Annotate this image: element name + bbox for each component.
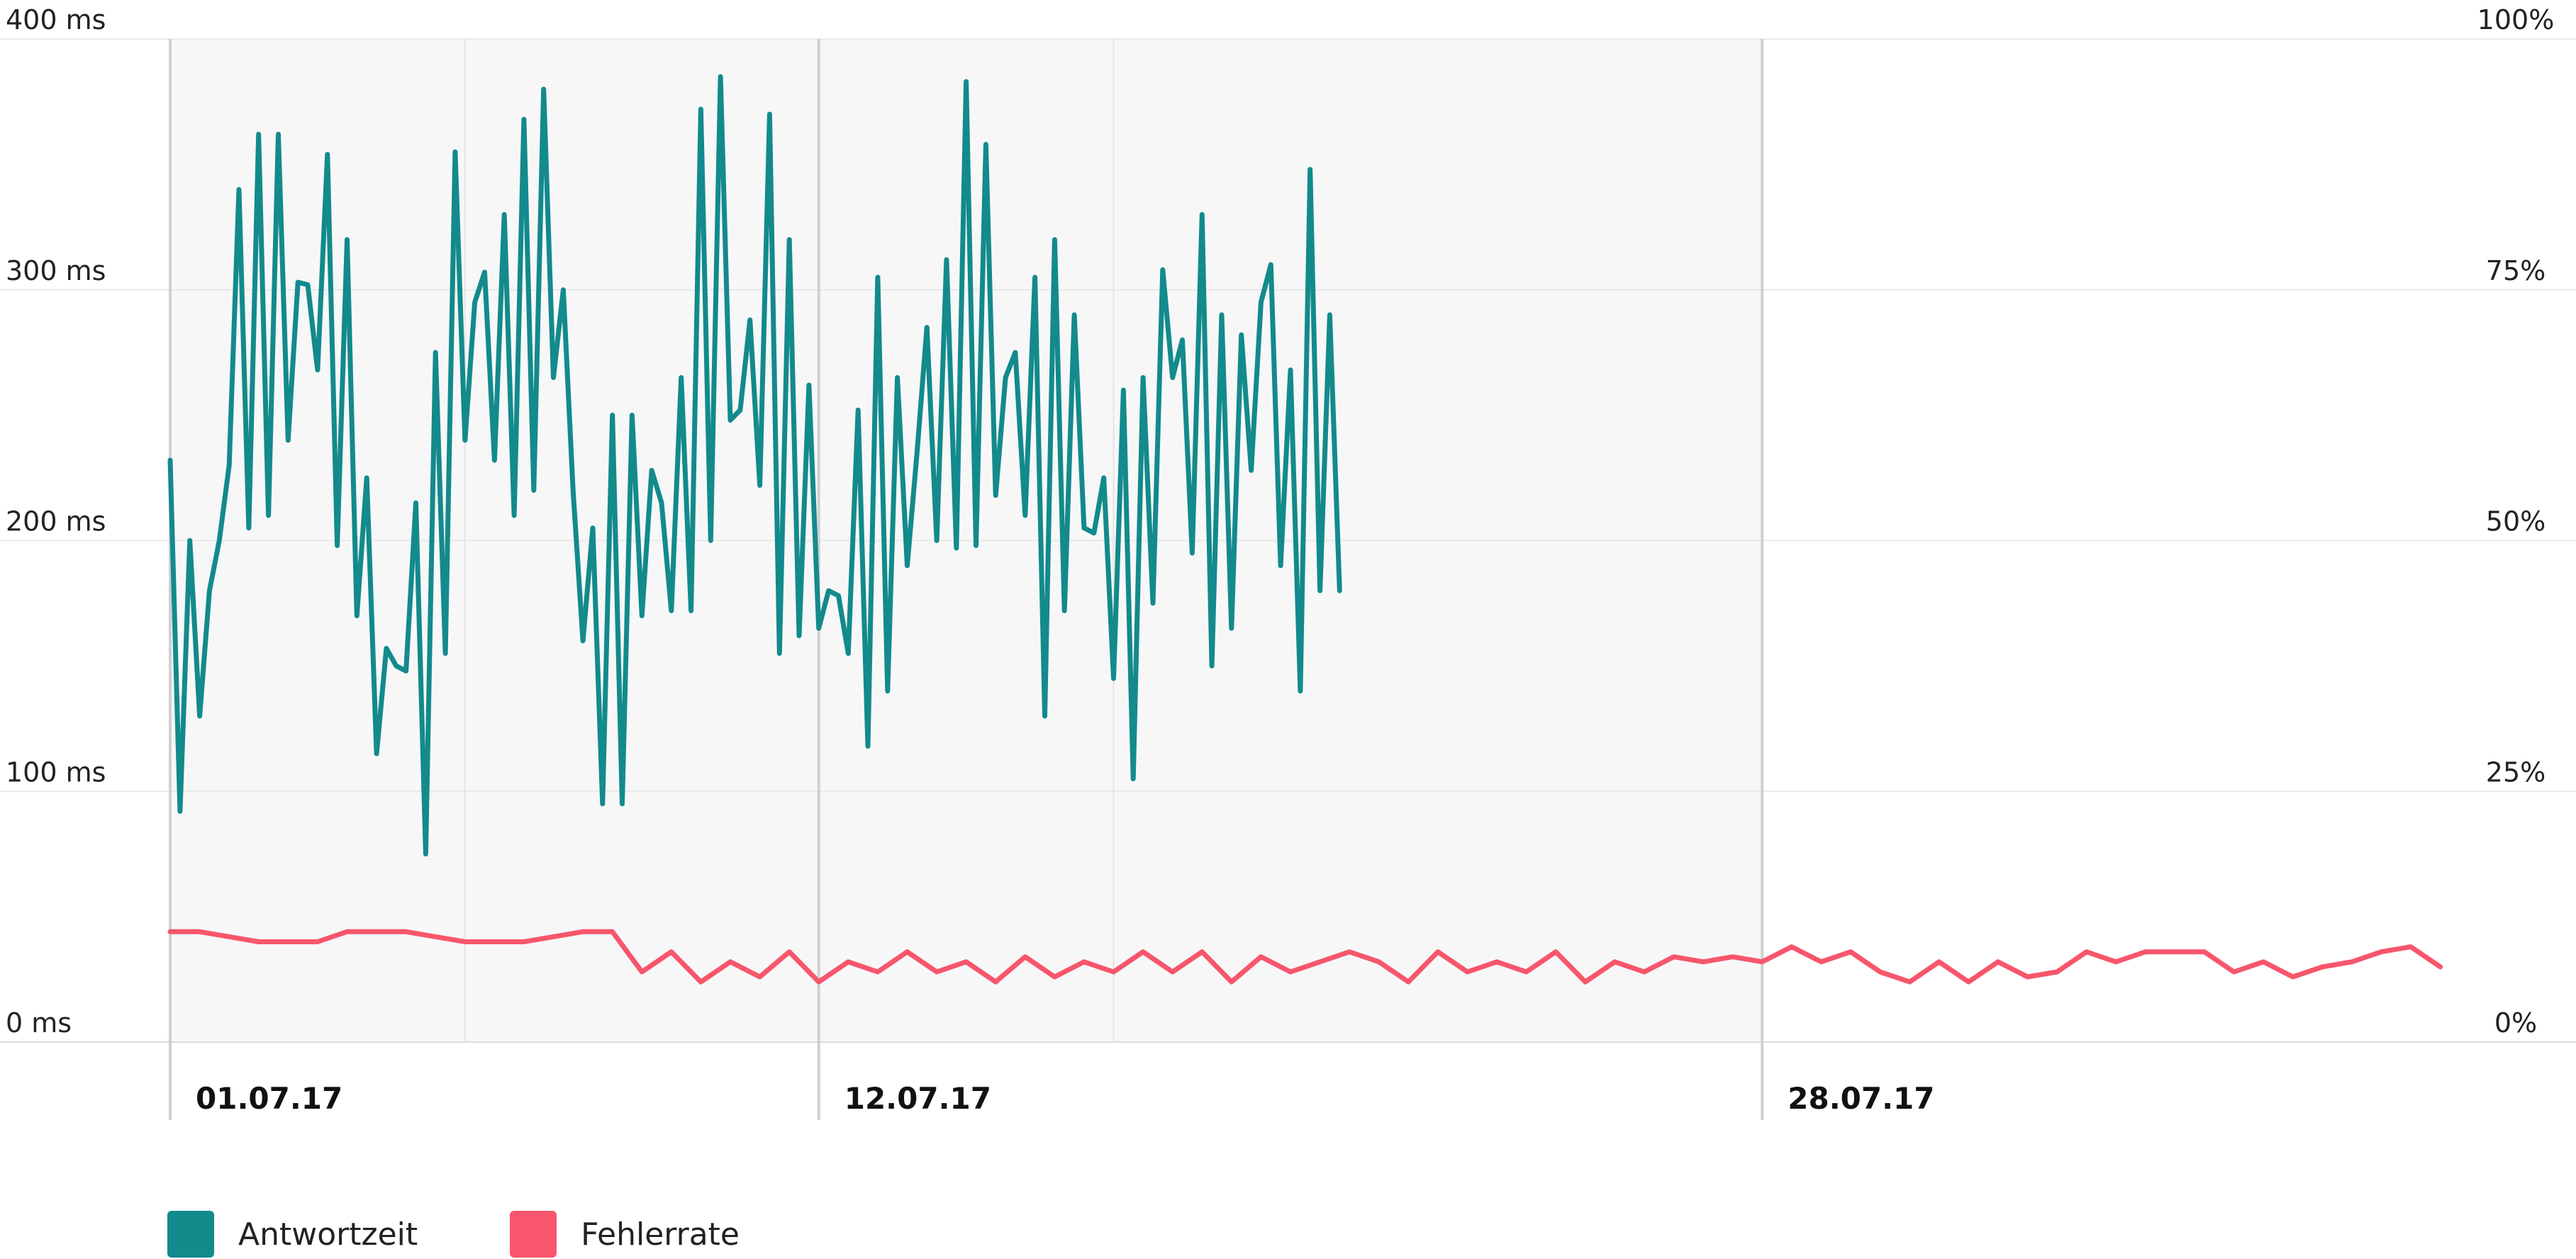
y-left-tick-label: 0 ms [6,1007,72,1039]
legend-item-fehlerrate: Fehlerrate [510,1211,740,1258]
series-layer [167,74,2443,985]
legend-swatch-antwortzeit [167,1211,214,1258]
y-left-tick-label: 300 ms [6,255,106,286]
y-right-tick-label: 0% [2494,1007,2537,1039]
legend: Antwortzeit Fehlerrate [167,1211,832,1258]
legend-label-antwortzeit: Antwortzeit [238,1216,418,1253]
legend-item-antwortzeit: Antwortzeit [167,1211,418,1258]
y-right-tick-label: 75% [2486,255,2546,286]
series-line-antwortzeit [167,74,1342,857]
grid [0,38,2576,1120]
y-left-tick-label: 100 ms [6,756,106,788]
x-tick-label: 01.07.17 [196,1081,342,1116]
series-line-fehlerrate [167,929,2443,985]
x-tick-label: 12.07.17 [844,1081,991,1116]
y-right-tick-label: 50% [2486,506,2546,537]
y-right-tick-label: 100% [2477,4,2555,35]
legend-swatch-fehlerrate [510,1211,557,1258]
axis-labels: 0 ms 100 ms 200 ms 300 ms 400 ms 0% 25% 50% 75% 1… [6,4,2554,1116]
legend-label-fehlerrate: Fehlerrate [581,1216,740,1253]
y-right-tick-label: 25% [2486,756,2546,788]
x-tick-label: 28.07.17 [1788,1081,1934,1116]
y-left-tick-label: 200 ms [6,506,106,537]
y-left-tick-label: 400 ms [6,4,106,35]
